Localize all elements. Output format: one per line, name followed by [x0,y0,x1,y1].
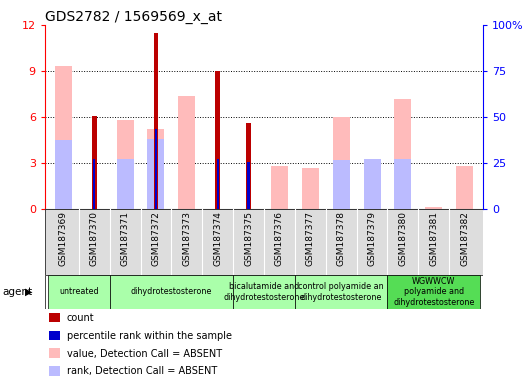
Text: GSM187378: GSM187378 [337,211,346,266]
Bar [92,116,97,209]
Bar [117,159,134,209]
Bar [93,159,96,209]
Text: ▶: ▶ [25,287,33,297]
Bar [302,168,319,209]
Text: untreated: untreated [59,287,99,296]
Bar [364,159,381,209]
Bar [364,160,381,209]
Bar [388,275,480,309]
Text: GSM187373: GSM187373 [182,211,191,266]
Bar [425,207,442,209]
Bar [45,209,483,275]
Bar [295,275,388,309]
Bar [55,140,72,209]
Text: GSM187375: GSM187375 [244,211,253,266]
Bar [49,313,60,322]
Bar [394,159,411,209]
Bar [49,349,60,358]
Text: value, Detection Call = ABSENT: value, Detection Call = ABSENT [67,349,222,359]
Bar [215,71,220,209]
Text: dihydrotestosterone: dihydrotestosterone [131,287,212,296]
Bar [147,129,164,209]
Text: GSM187377: GSM187377 [306,211,315,266]
Bar [117,120,134,209]
Text: agent: agent [3,287,33,297]
Text: GSM187371: GSM187371 [120,211,129,266]
Text: percentile rank within the sample: percentile rank within the sample [67,331,232,341]
Bar [155,129,157,209]
Bar [271,166,288,209]
Text: control polyamide an
dihydrotestosterone: control polyamide an dihydrotestosterone [298,282,384,301]
Text: GSM187379: GSM187379 [367,211,376,266]
Text: rank, Detection Call = ABSENT: rank, Detection Call = ABSENT [67,366,217,376]
Bar [456,166,473,209]
Text: GSM187380: GSM187380 [399,211,408,266]
Text: bicalutamide and
dihydrotestosterone: bicalutamide and dihydrotestosterone [223,282,305,301]
Text: GSM187374: GSM187374 [213,211,222,266]
Bar [333,117,350,209]
Bar [178,96,195,209]
Bar [45,275,483,309]
Bar [154,33,158,209]
Bar [49,366,60,376]
Text: GSM187370: GSM187370 [90,211,99,266]
Text: count: count [67,313,95,323]
Bar [55,66,72,209]
Bar [48,275,110,309]
Bar [246,123,251,209]
Text: GSM187369: GSM187369 [59,211,68,266]
Text: GSM187372: GSM187372 [152,211,161,266]
Bar [333,160,350,209]
Bar [110,275,233,309]
Text: GSM187381: GSM187381 [429,211,438,266]
Text: GSM187376: GSM187376 [275,211,284,266]
Bar [233,275,295,309]
Bar [248,162,250,209]
Text: GSM187382: GSM187382 [460,211,469,266]
Bar [394,99,411,209]
Bar [49,331,60,340]
Bar [147,139,164,209]
Bar [216,159,219,209]
Text: WGWWCW
polyamide and
dihydrotestosterone: WGWWCW polyamide and dihydrotestosterone [393,277,475,307]
Text: GDS2782 / 1569569_x_at: GDS2782 / 1569569_x_at [45,10,222,24]
